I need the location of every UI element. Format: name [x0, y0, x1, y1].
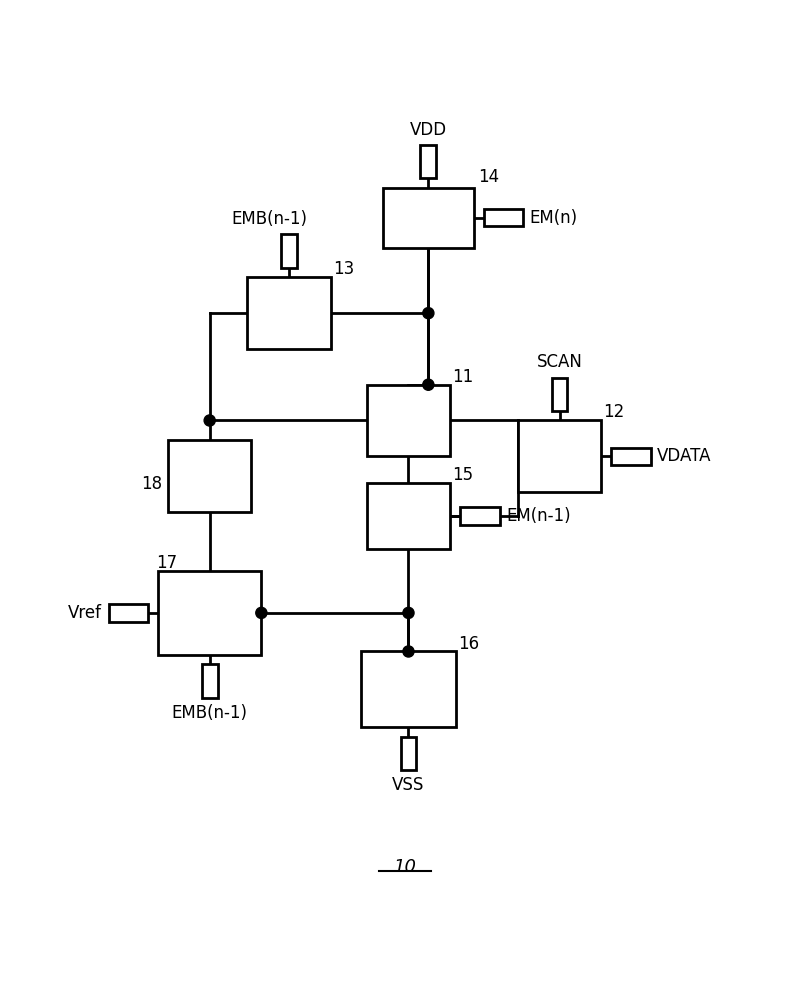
Bar: [248, 277, 331, 349]
Text: EM(n-1): EM(n-1): [506, 507, 570, 525]
Text: 13: 13: [333, 260, 354, 278]
Bar: [366, 483, 451, 549]
Bar: [552, 378, 567, 411]
Text: 14: 14: [477, 168, 499, 186]
Bar: [460, 507, 499, 525]
Circle shape: [256, 607, 267, 618]
Text: Vref: Vref: [68, 604, 103, 622]
Text: SCAN: SCAN: [536, 353, 582, 371]
Bar: [158, 571, 261, 655]
Bar: [366, 385, 451, 456]
Text: VSS: VSS: [392, 776, 425, 794]
Bar: [108, 604, 149, 622]
Bar: [201, 664, 218, 698]
Text: VDATA: VDATA: [657, 447, 711, 465]
Text: 11: 11: [452, 368, 473, 386]
Text: 15: 15: [452, 466, 473, 484]
Circle shape: [403, 646, 414, 657]
Text: EMB(n-1): EMB(n-1): [172, 704, 248, 722]
Circle shape: [423, 308, 434, 319]
Text: EMB(n-1): EMB(n-1): [231, 210, 307, 228]
Text: EM(n): EM(n): [530, 209, 578, 227]
Bar: [383, 188, 474, 248]
Bar: [168, 440, 252, 512]
Circle shape: [423, 379, 434, 390]
Text: 12: 12: [604, 403, 625, 421]
Bar: [611, 448, 650, 465]
Text: 17: 17: [156, 554, 177, 572]
Text: 10: 10: [393, 858, 416, 876]
Bar: [421, 145, 436, 178]
Text: VDD: VDD: [410, 121, 447, 139]
Bar: [518, 420, 601, 492]
Bar: [282, 234, 297, 268]
Bar: [400, 737, 417, 770]
Text: 18: 18: [141, 475, 162, 493]
Circle shape: [403, 607, 414, 618]
Text: 16: 16: [458, 635, 479, 653]
Circle shape: [204, 415, 215, 426]
Bar: [361, 651, 456, 727]
Bar: [484, 209, 523, 226]
